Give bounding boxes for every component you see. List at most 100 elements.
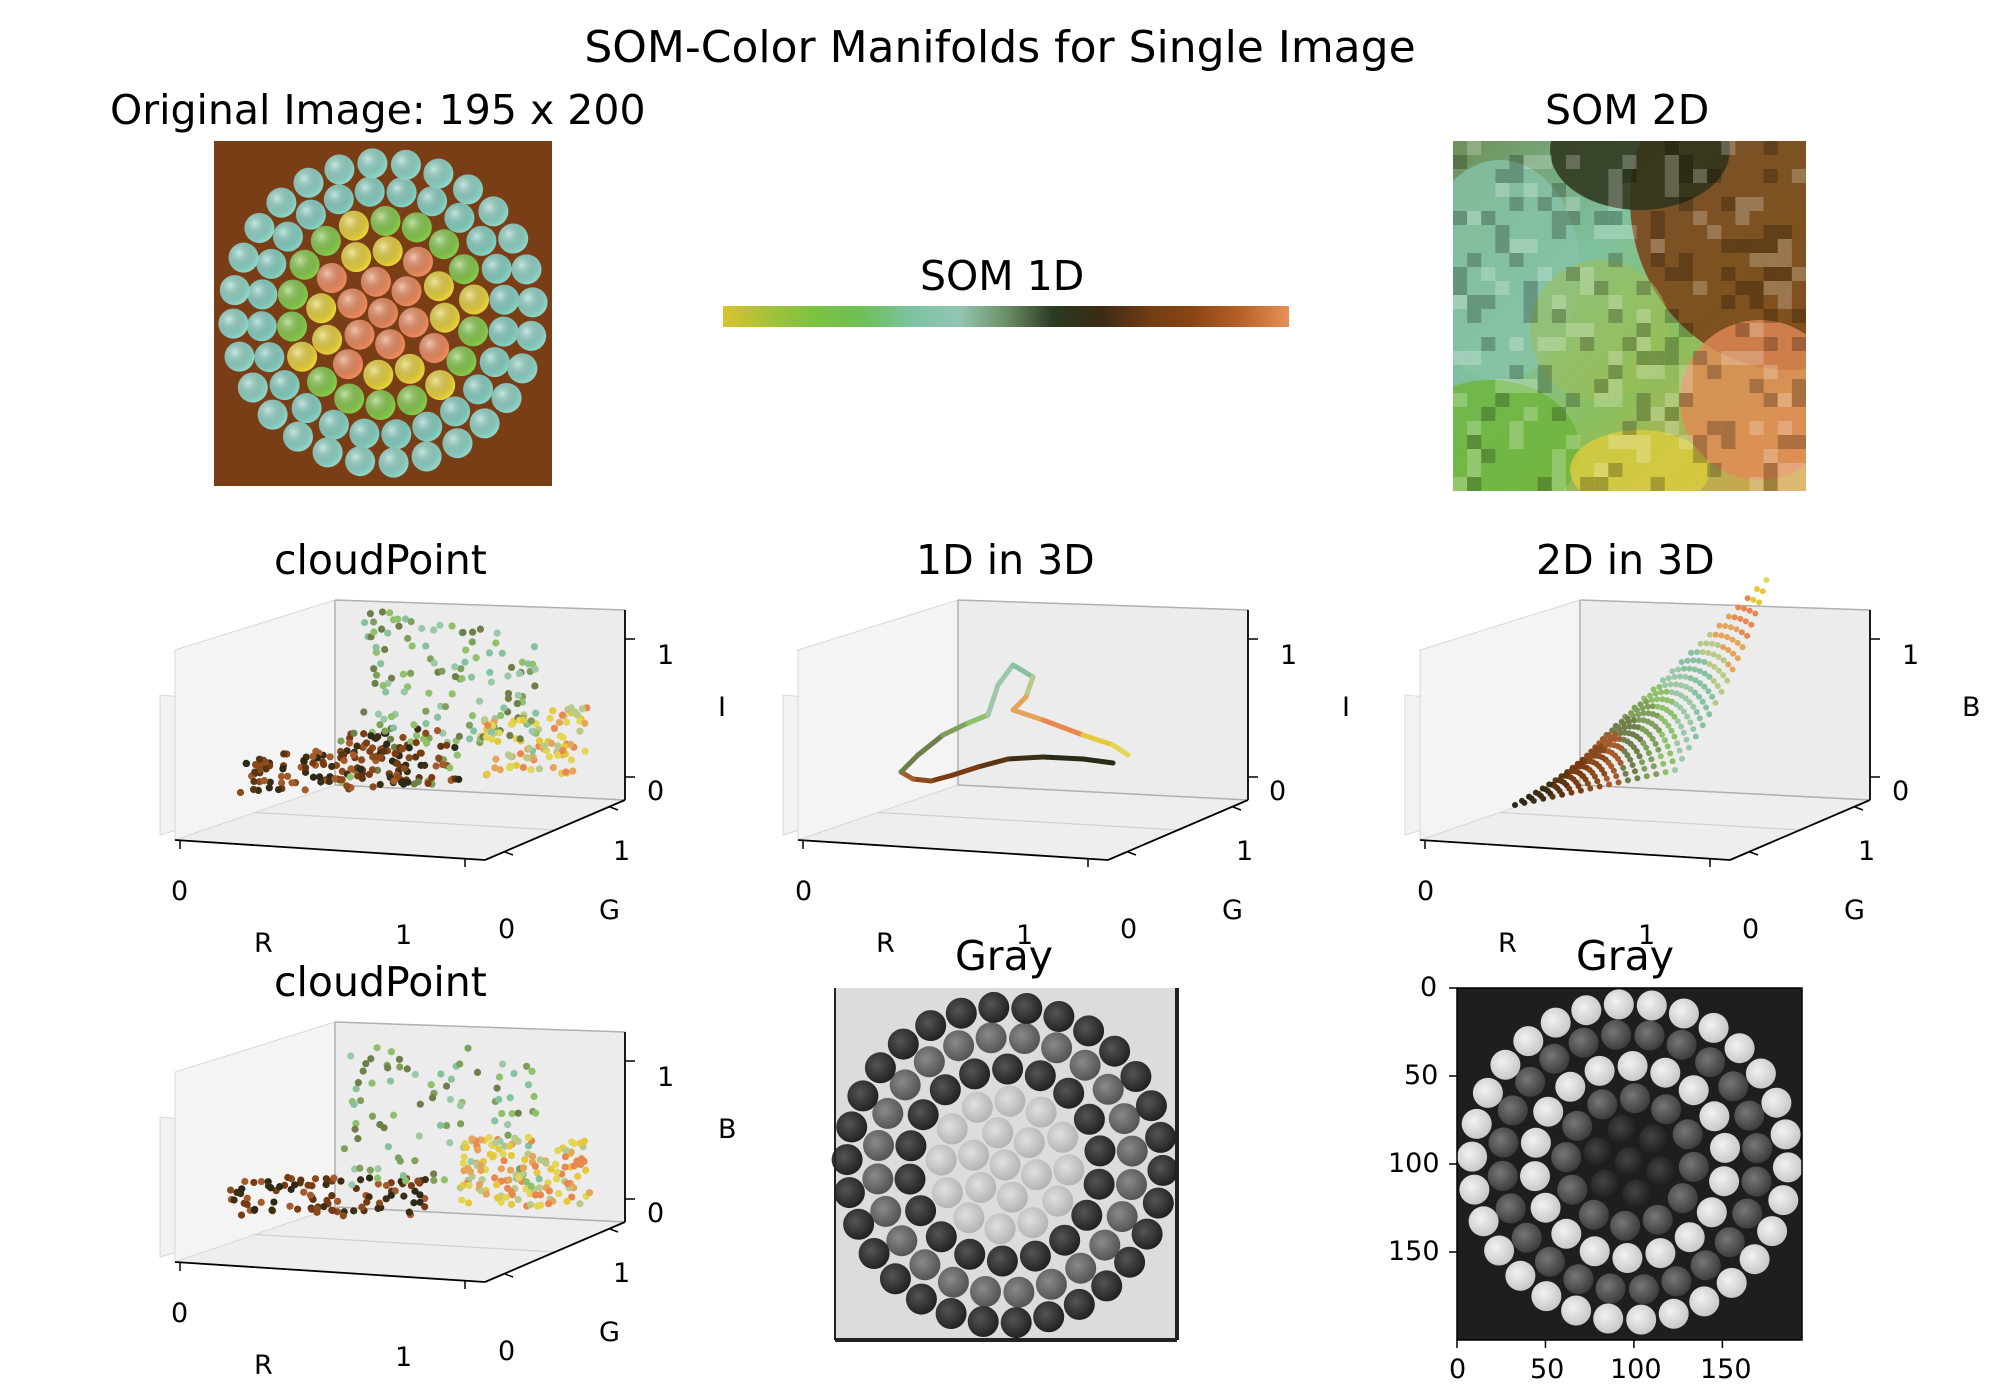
cloudpoint-rgi-title: cloudPoint (274, 536, 487, 584)
grid-node (1724, 634, 1731, 641)
grid-node (1756, 599, 1763, 606)
data-point (371, 679, 379, 688)
grid-node (1620, 764, 1627, 771)
gray-ball (913, 1046, 945, 1078)
data-point (475, 1180, 484, 1189)
data-point (554, 1147, 562, 1155)
data-point (399, 777, 407, 785)
grid-node (1652, 690, 1659, 697)
gray-ball (1131, 1218, 1163, 1250)
grid-node (1711, 663, 1718, 670)
data-point (288, 779, 296, 787)
gray-ball (1049, 1224, 1081, 1256)
data-point (338, 751, 346, 759)
data-point (300, 1188, 308, 1196)
data-point (360, 708, 368, 716)
data-point (400, 764, 408, 773)
grid-node (1640, 710, 1647, 717)
gray-ball (1578, 1199, 1609, 1230)
data-point (411, 1070, 419, 1079)
data-point (500, 704, 508, 712)
gray-ball (1017, 1207, 1049, 1239)
data-point (311, 1175, 320, 1183)
line3d-ylabel: G (1222, 895, 1243, 926)
data-point (368, 744, 377, 752)
data-point (558, 711, 567, 719)
data-point (356, 765, 364, 773)
grid-node (1699, 722, 1706, 729)
data-point (251, 1205, 259, 1214)
gray-ball (1551, 1142, 1582, 1173)
grid-node (1731, 614, 1738, 621)
gray-ball (889, 1069, 921, 1101)
grid-node (1636, 716, 1642, 723)
data-point (500, 1157, 508, 1165)
data-point (582, 1166, 590, 1174)
gray-ball (1513, 1026, 1544, 1057)
grid-node (1720, 672, 1727, 679)
grid-node (1660, 760, 1667, 767)
gray-ball (1084, 1135, 1116, 1167)
data-point (527, 717, 535, 725)
data-point (404, 634, 412, 643)
data-point (439, 729, 447, 737)
data-point (469, 628, 477, 636)
data-point (283, 772, 292, 780)
data-point (506, 1094, 514, 1102)
gray-ball (1561, 1295, 1592, 1326)
gray-ball (1678, 1151, 1709, 1182)
grid-node (1640, 740, 1647, 747)
data-point (498, 1060, 507, 1068)
grid-node (1678, 723, 1684, 730)
data-point (499, 1150, 507, 1158)
grid-node (1716, 622, 1723, 629)
cloud2-ytick-1: 1 (613, 1258, 631, 1289)
grid-node (1686, 699, 1693, 706)
data-point (487, 728, 495, 736)
data-point (374, 1180, 382, 1188)
gray-ball (982, 1117, 1014, 1149)
grid-node (1718, 632, 1725, 639)
data-point (389, 616, 398, 624)
grid-node (1662, 769, 1669, 776)
data-point (476, 625, 485, 633)
data-point (386, 609, 394, 617)
grid3d-ztick-0: 0 (1892, 776, 1910, 807)
gray-ball (1619, 1083, 1650, 1114)
data-point (425, 689, 433, 697)
data-point (465, 1181, 473, 1190)
gray-ball (965, 1171, 997, 1203)
gray-ball (1622, 1179, 1653, 1210)
data-point (570, 1139, 578, 1148)
data-point (308, 1205, 316, 1213)
data-point (309, 752, 317, 761)
grid-node (1718, 688, 1725, 695)
gray-ball (1520, 1161, 1550, 1192)
grid-node (1693, 709, 1700, 715)
data-point (533, 1169, 541, 1177)
gray-ball (886, 1225, 918, 1257)
gray-ball (1089, 1229, 1121, 1261)
data-point (547, 739, 556, 747)
grid-node (1674, 740, 1681, 747)
data-point (451, 743, 459, 752)
data-point (345, 739, 354, 747)
grid-node (1613, 773, 1620, 780)
grid-node (1734, 655, 1741, 662)
grid-node (1705, 688, 1712, 695)
grid-node (1680, 665, 1687, 672)
data-point (464, 1164, 472, 1172)
grid-node (1643, 773, 1650, 780)
data-point (550, 724, 559, 732)
gray-image-2 (1449, 987, 1803, 1348)
data-point (241, 1177, 249, 1186)
data-point (455, 775, 463, 784)
grid-node (1669, 668, 1676, 675)
data-point (523, 754, 532, 762)
grid-node (1729, 636, 1736, 643)
data-point (485, 649, 494, 657)
data-point (458, 1196, 466, 1204)
gray-ball (1579, 1236, 1610, 1267)
data-point (458, 675, 466, 683)
data-point (408, 642, 416, 650)
